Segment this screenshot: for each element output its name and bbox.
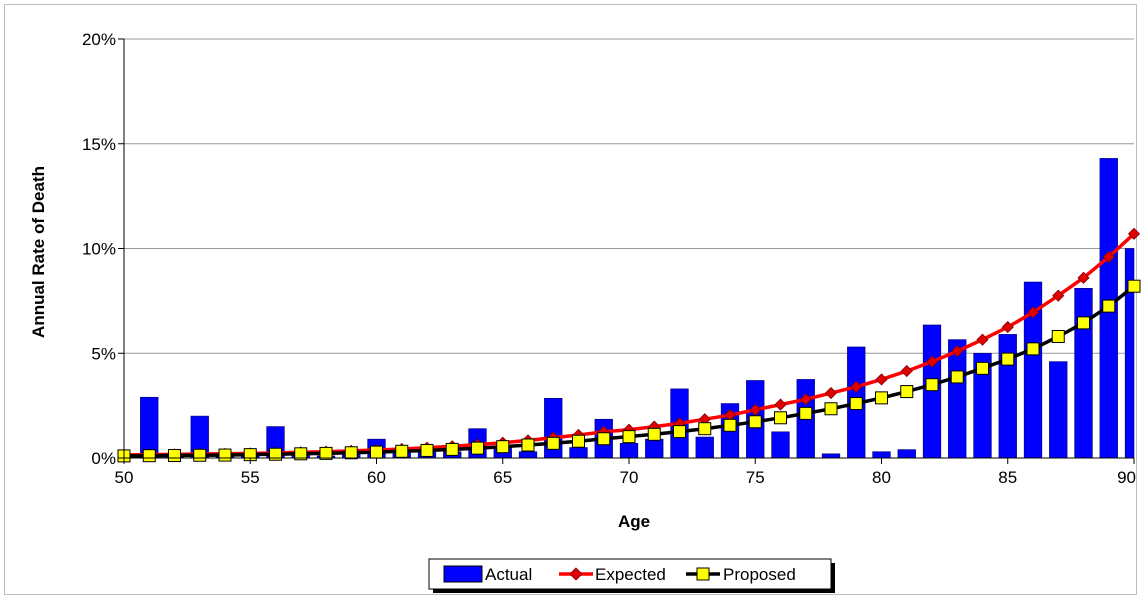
- proposed-point: [597, 432, 611, 446]
- proposed-point: [723, 418, 737, 432]
- proposed-point: [370, 445, 383, 459]
- x-tick-label: 70: [620, 468, 639, 487]
- x-tick-label: 50: [115, 468, 134, 487]
- proposed-point: [647, 427, 661, 441]
- x-tick-label: 60: [367, 468, 386, 487]
- proposed-point: [218, 448, 232, 462]
- trend-lines: [117, 227, 1141, 463]
- y-tick-label: 15%: [82, 135, 116, 154]
- bar: [619, 443, 639, 459]
- x-axis-title: Age: [618, 512, 650, 531]
- bar: [1049, 361, 1068, 459]
- legend-label-expected: Expected: [595, 565, 666, 584]
- bar: [771, 431, 790, 459]
- y-axis-title: Annual Rate of Death: [29, 166, 48, 338]
- proposed-point: [774, 411, 787, 425]
- bar: [1074, 288, 1093, 459]
- proposed-point: [698, 422, 712, 436]
- legend: Actual Expected Proposed: [428, 558, 835, 593]
- proposed-point: [799, 406, 813, 420]
- chart-frame: [4, 4, 1137, 595]
- proposed-point: [142, 449, 156, 463]
- proposed-point: [168, 448, 181, 462]
- proposed-point: [1001, 352, 1015, 366]
- expected-point: [925, 355, 939, 368]
- legend-label-actual: Actual: [485, 565, 532, 584]
- x-tick-label: 65: [493, 468, 512, 487]
- legend-marker-proposed: [696, 567, 710, 581]
- x-tick-label: 80: [872, 468, 891, 487]
- expected-point: [875, 373, 888, 386]
- expected-point: [850, 380, 863, 393]
- bar: [518, 451, 538, 459]
- proposed-point: [875, 391, 888, 405]
- y-tick-label: 10%: [82, 240, 116, 259]
- expected-point: [1077, 271, 1090, 284]
- expected-point: [1127, 227, 1141, 240]
- proposed-point: [1051, 329, 1065, 343]
- proposed-point: [193, 448, 207, 462]
- legend-label-proposed: Proposed: [723, 565, 796, 584]
- expected-point: [774, 398, 787, 411]
- proposed-point: [319, 446, 333, 460]
- proposed-point: [269, 447, 282, 461]
- x-tick-label: 75: [746, 468, 765, 487]
- proposed-point: [1026, 342, 1040, 356]
- expected-point: [1001, 320, 1014, 334]
- expected-point: [951, 345, 964, 358]
- axes: 0% 5% 10% 15% 20% 50 55 60 65 70 75 80 85 90: [82, 30, 1136, 487]
- bar: [872, 451, 891, 459]
- legend-marker-expected: [569, 567, 583, 581]
- x-tick-label: 90: [1117, 468, 1136, 487]
- proposed-point: [420, 443, 434, 457]
- proposed-point: [824, 402, 838, 416]
- bar: [821, 453, 841, 459]
- proposed-point: [344, 446, 358, 460]
- proposed-point: [1102, 299, 1116, 313]
- proposed-point: [395, 444, 409, 458]
- proposed-point: [294, 447, 308, 461]
- bar: [948, 339, 967, 459]
- proposed-point: [546, 436, 560, 450]
- expected-point: [976, 333, 989, 346]
- bar: [897, 449, 916, 459]
- bar: [695, 436, 714, 459]
- proposed-point: [445, 442, 459, 456]
- proposed-point: [496, 440, 510, 454]
- expected-point: [799, 393, 812, 406]
- x-tick-label: 55: [241, 468, 260, 487]
- legend-box: [428, 558, 832, 590]
- proposed-point: [1077, 316, 1090, 330]
- y-tick-label: 5%: [91, 344, 116, 363]
- expected-point: [1026, 306, 1040, 319]
- proposed-point: [849, 397, 863, 411]
- proposed-point: [748, 415, 762, 429]
- bar: [569, 447, 588, 459]
- x-tick-label: 85: [998, 468, 1017, 487]
- bar: [922, 324, 942, 459]
- proposed-point: [521, 438, 535, 452]
- proposed-point: [900, 385, 914, 399]
- expected-point: [1052, 289, 1065, 302]
- proposed-point: [622, 430, 636, 444]
- expected-point: [824, 386, 838, 400]
- legend-swatch-actual: [443, 565, 483, 583]
- actual-bars: [123, 158, 1135, 459]
- expected-point: [900, 364, 913, 378]
- proposed-point: [471, 441, 484, 455]
- expected-point: [1102, 250, 1115, 263]
- proposed-point: [1127, 279, 1141, 293]
- proposed-point: [925, 378, 939, 392]
- y-tick-label: 20%: [82, 30, 116, 49]
- gridlines: [124, 38, 1134, 354]
- bar: [645, 438, 664, 459]
- proposed-point: [950, 370, 964, 384]
- y-tick-label: 0%: [91, 449, 116, 468]
- proposed-point: [976, 361, 989, 375]
- proposed-point: [673, 425, 686, 439]
- proposed-point: [572, 434, 585, 448]
